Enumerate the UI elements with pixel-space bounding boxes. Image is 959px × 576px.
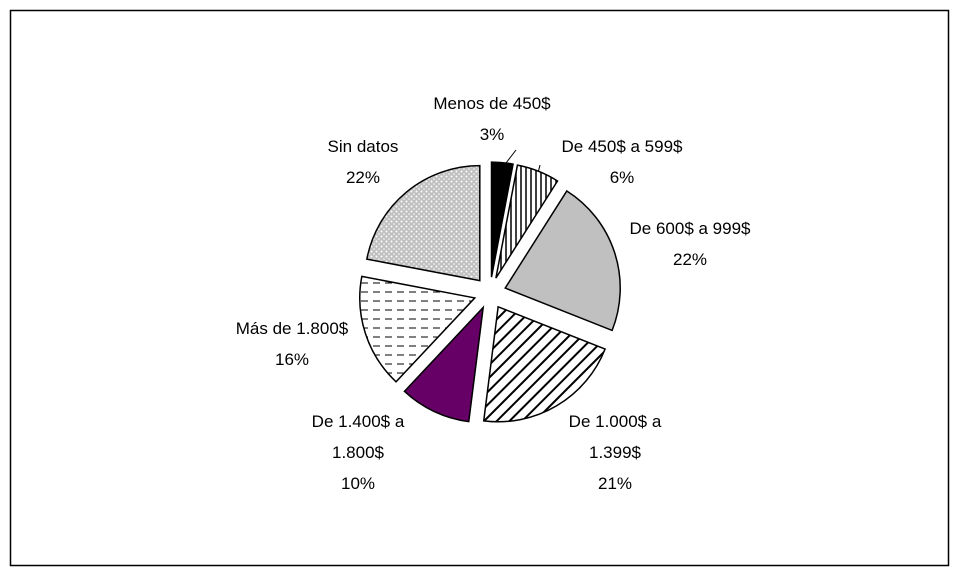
chart-border	[9, 9, 950, 567]
slice-label: De 1.400$ a 1.800$ 10%	[293, 406, 423, 499]
slice-label: Sin datos 22%	[328, 131, 399, 193]
pie-slice	[482, 305, 607, 423]
slice-category: De 600$ a 999$	[629, 219, 751, 238]
slice-label: De 450$ a 599$ 6%	[562, 131, 683, 193]
slice-label: De 600$ a 999$ 22%	[630, 213, 751, 275]
slice-percent: 22%	[672, 250, 708, 269]
pie-slice	[359, 275, 477, 383]
slice-percent: 10%	[340, 474, 376, 493]
slice-label: Más de 1.800$ 16%	[236, 313, 348, 375]
slice-category: De 450$ a 599$	[561, 137, 683, 156]
slice-label: Menos de 450$ 3%	[433, 88, 550, 150]
slice-percent: 3%	[479, 125, 505, 144]
slice-label: De 1.000$ a 1.399$ 21%	[550, 406, 680, 499]
slice-category: Sin datos	[327, 137, 399, 156]
slice-category: Más de 1.800$	[235, 319, 349, 338]
pie-slice	[495, 164, 559, 279]
slice-category: De 1.400$ a 1.800$	[311, 412, 405, 462]
slice-category: Menos de 450$	[433, 94, 551, 113]
slice-category: De 1.000$ a 1.399$	[568, 412, 662, 462]
leader-line	[505, 149, 517, 164]
slice-percent: 22%	[345, 168, 381, 187]
slice-percent: 21%	[597, 474, 633, 493]
pie-slice	[504, 189, 621, 332]
pie-slice	[403, 305, 485, 423]
pie-slice	[365, 164, 481, 282]
slice-percent: 16%	[274, 350, 310, 369]
slice-percent: 6%	[609, 168, 635, 187]
pie-slice	[490, 161, 514, 278]
